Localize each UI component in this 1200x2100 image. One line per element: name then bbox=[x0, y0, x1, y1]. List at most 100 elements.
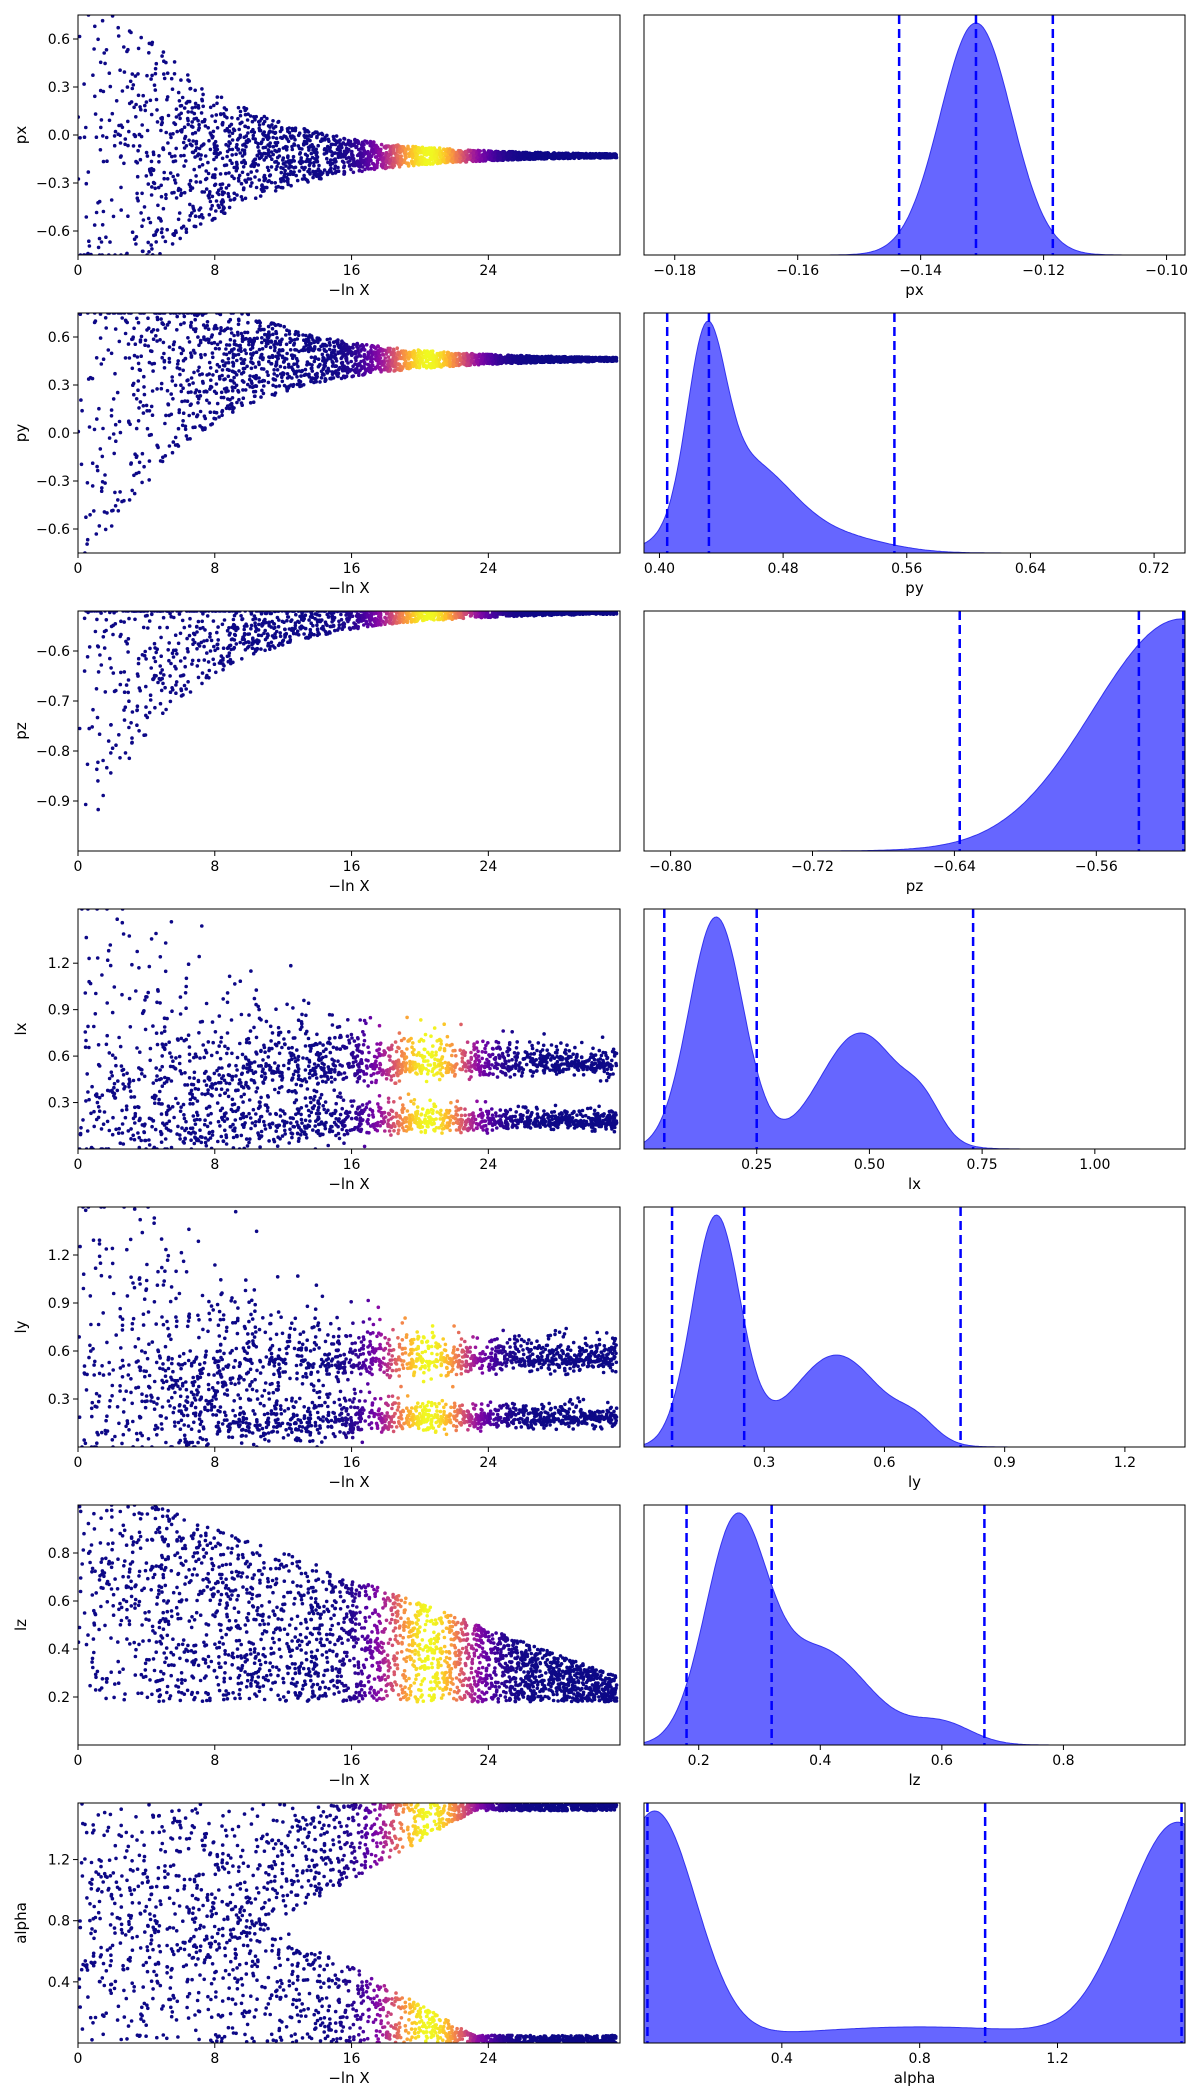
trace-point bbox=[130, 337, 134, 342]
trace-point bbox=[134, 397, 139, 401]
trace-point bbox=[275, 140, 280, 145]
trace-point bbox=[438, 155, 443, 159]
trace-point bbox=[217, 192, 221, 197]
trace-point bbox=[190, 150, 195, 155]
trace-point bbox=[455, 357, 460, 362]
trace-point bbox=[163, 326, 168, 330]
trace-point bbox=[342, 344, 346, 349]
trace-point bbox=[442, 350, 446, 354]
trace-point bbox=[318, 380, 322, 384]
trace-point bbox=[209, 335, 214, 339]
trace-point bbox=[205, 320, 210, 324]
trace-point bbox=[126, 214, 130, 218]
trace-point bbox=[442, 353, 447, 358]
trace-point bbox=[362, 348, 367, 352]
trace-point bbox=[384, 146, 388, 150]
trace-point bbox=[237, 173, 242, 178]
trace-point bbox=[253, 161, 258, 166]
trace-point bbox=[338, 365, 342, 370]
trace-point bbox=[78, 136, 82, 140]
trace-point bbox=[320, 352, 325, 357]
trace-point bbox=[168, 132, 173, 136]
trace-point bbox=[187, 99, 192, 104]
trace-point bbox=[100, 18, 105, 23]
trace-point bbox=[248, 184, 253, 188]
trace-point bbox=[292, 135, 296, 139]
trace-point bbox=[86, 170, 91, 174]
trace-point bbox=[348, 159, 352, 163]
trace-point bbox=[187, 138, 191, 143]
trace-point bbox=[155, 328, 160, 332]
trace-point bbox=[553, 156, 557, 161]
trace-point bbox=[414, 153, 419, 158]
trace-point bbox=[107, 436, 112, 440]
trace-point bbox=[136, 388, 140, 393]
trace-point bbox=[208, 105, 213, 110]
trace-point bbox=[197, 146, 202, 151]
trace-point bbox=[170, 375, 174, 379]
trace-point bbox=[235, 400, 239, 405]
trace-point bbox=[206, 126, 210, 130]
trace-point bbox=[151, 328, 156, 332]
trace-point bbox=[222, 352, 226, 356]
trace-point bbox=[383, 356, 388, 360]
trace-point bbox=[101, 89, 106, 94]
trace-point bbox=[136, 419, 141, 423]
trace-point bbox=[291, 158, 295, 162]
trace-points-py bbox=[78, 313, 619, 553]
trace-point bbox=[119, 185, 123, 190]
trace-point bbox=[392, 162, 396, 167]
trace-point bbox=[277, 147, 282, 152]
trace-point bbox=[192, 370, 196, 375]
trace-point bbox=[143, 338, 148, 343]
trace-point bbox=[395, 362, 400, 367]
trace-point bbox=[290, 147, 295, 152]
trace-point bbox=[282, 174, 287, 178]
trace-point bbox=[224, 186, 229, 190]
trace-point bbox=[458, 355, 462, 360]
trace-point bbox=[176, 217, 181, 222]
trace-point bbox=[360, 169, 364, 174]
trace-point bbox=[370, 353, 374, 357]
trace-point bbox=[148, 220, 153, 225]
trace-point bbox=[148, 98, 153, 103]
trace-point bbox=[106, 348, 111, 352]
trace-point bbox=[171, 159, 176, 164]
trace-point bbox=[261, 131, 265, 136]
trace-point bbox=[170, 154, 174, 159]
trace-point bbox=[134, 242, 138, 246]
trace-point bbox=[261, 391, 266, 396]
trace-point bbox=[139, 211, 143, 215]
trace-point bbox=[227, 134, 232, 138]
trace-point bbox=[113, 129, 118, 134]
trace-point bbox=[101, 209, 106, 214]
trace-point bbox=[241, 396, 246, 401]
trace-point bbox=[250, 181, 254, 185]
trace-point bbox=[207, 212, 212, 217]
trace-point bbox=[181, 368, 185, 373]
trace-point bbox=[193, 88, 197, 93]
trace-point bbox=[252, 337, 256, 342]
trace-point bbox=[188, 184, 193, 189]
trace-point bbox=[178, 372, 182, 377]
trace-point bbox=[474, 159, 478, 164]
trace-point bbox=[243, 196, 248, 201]
trace-point bbox=[153, 88, 158, 92]
trace-point bbox=[230, 379, 235, 383]
trace-point bbox=[463, 149, 468, 154]
trace-point bbox=[243, 108, 247, 113]
trace-point bbox=[264, 344, 268, 349]
trace-point bbox=[287, 365, 291, 369]
trace-point bbox=[162, 351, 166, 356]
trace-point bbox=[78, 177, 81, 181]
trace-point bbox=[92, 427, 97, 432]
trace-point bbox=[470, 351, 474, 356]
trace-point bbox=[519, 155, 523, 160]
trace-point bbox=[398, 155, 403, 159]
trace-point bbox=[108, 84, 113, 89]
trace-point bbox=[219, 95, 224, 100]
trace-point bbox=[458, 352, 462, 356]
trace-point bbox=[146, 344, 151, 348]
trace-point bbox=[241, 370, 246, 375]
trace-point bbox=[127, 129, 131, 134]
